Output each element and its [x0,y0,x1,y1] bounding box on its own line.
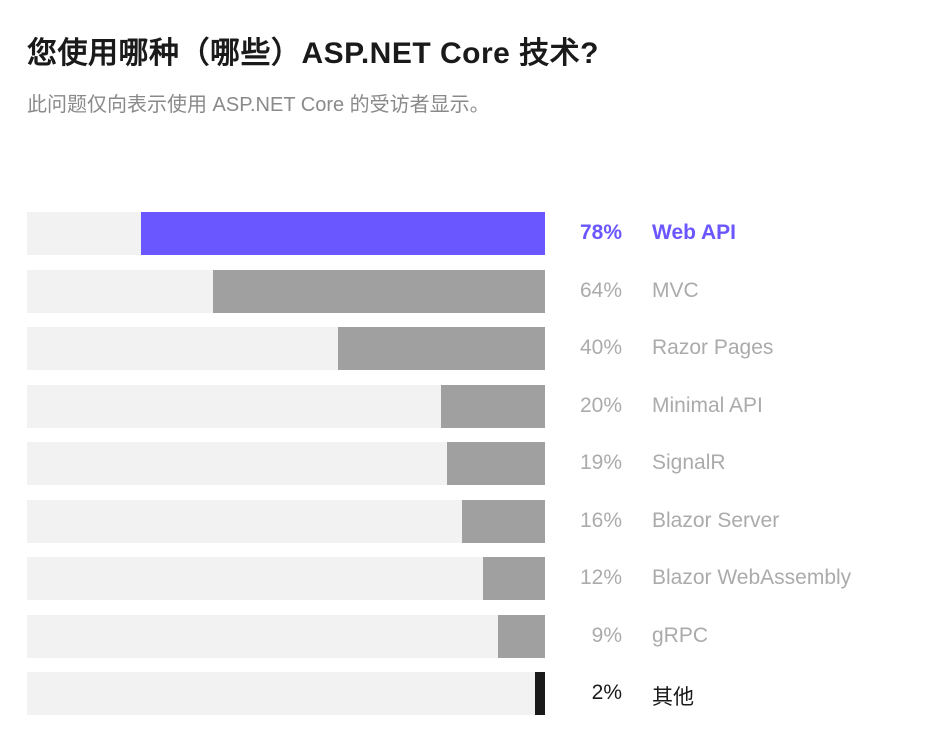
bar-track [27,442,545,485]
chart-title: 您使用哪种（哪些）ASP.NET Core 技术? [27,37,599,70]
bar [441,384,545,428]
bar [213,269,545,313]
value-label: 2% [591,681,622,704]
bar-track [27,269,545,313]
value-label: 12% [579,566,622,589]
bar [337,327,545,370]
bar-track [27,212,545,255]
category-label: SignalR [652,451,726,474]
value-label: 19% [579,451,622,474]
bar-track [27,672,545,715]
category-label: Razor Pages [652,336,774,359]
category-label: Blazor Server [652,508,780,532]
bar-track [27,499,545,543]
bar-track [27,327,545,370]
bar-track [27,557,545,600]
value-label: 9% [591,623,622,647]
chart-subtitle: 此问题仅向表示使用 ASP.NET Core 的受访者显示。 [27,94,490,116]
bar-track [27,614,545,658]
category-label: Minimal API [652,393,763,417]
bar [482,557,545,600]
value-label: 16% [579,508,622,532]
value-label: 78% [579,221,622,244]
bar [140,212,545,255]
value-label: 64% [579,278,622,302]
value-label: 20% [579,393,622,417]
bar [534,672,545,715]
category-label: Blazor WebAssembly [652,566,852,589]
category-label: Web API [652,221,737,244]
bar [446,442,545,485]
category-label: gRPC [652,623,709,647]
bar [462,499,545,543]
category-label: MVC [652,278,699,302]
category-label: 其他 [652,686,694,709]
bar-track [27,384,545,428]
value-label: 40% [579,336,622,359]
bar [498,614,545,658]
